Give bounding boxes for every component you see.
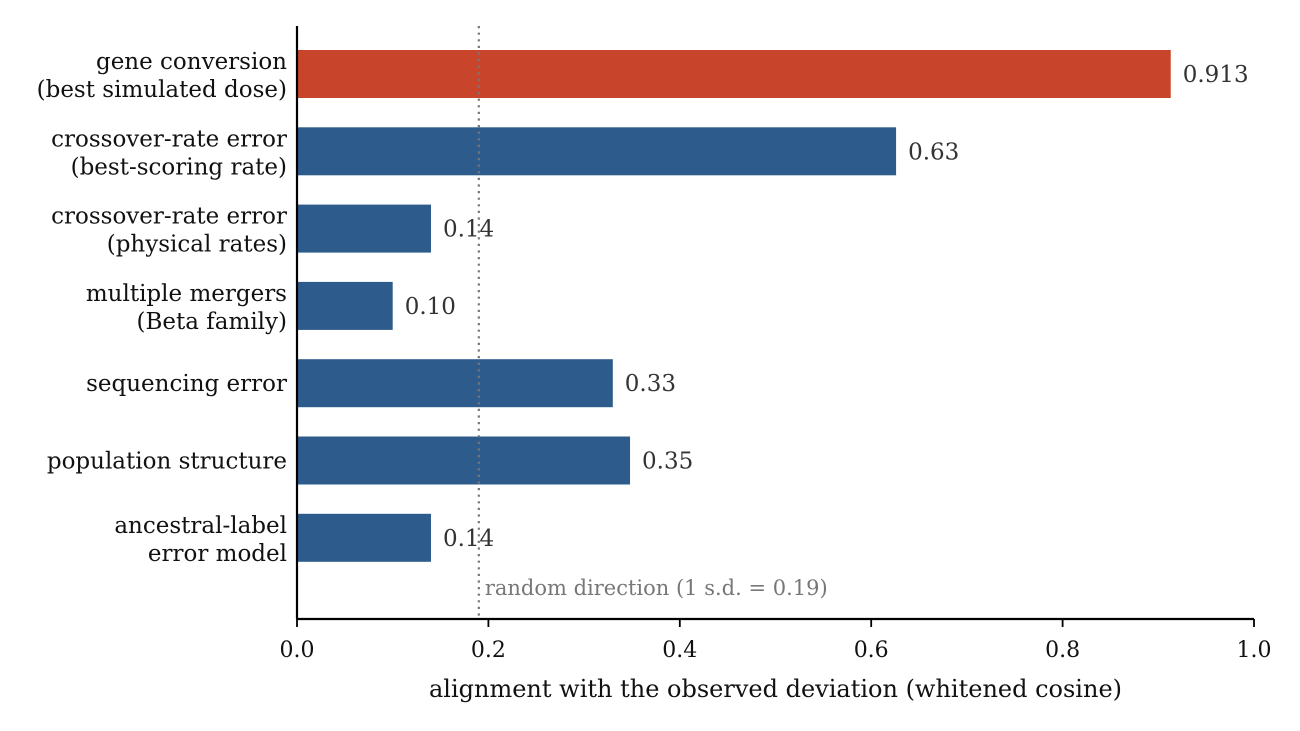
x-tick-label-3: 0.6 — [854, 638, 889, 663]
bar-value-label-6: 0.14 — [443, 526, 494, 552]
category-label-3: multiple mergers (Beta family) — [86, 281, 287, 335]
bar-value-label-4: 0.33 — [625, 371, 676, 397]
x-tick-label-0: 0.0 — [280, 638, 315, 663]
category-label-6: ancestral-label error model — [114, 513, 287, 567]
axes-layer — [295, 26, 1254, 621]
category-label-2: crossover-rate error (physical rates) — [51, 204, 287, 258]
value-labels-layer: 0.913 0.63 0.14 0.10 0.33 0.35 0.14 — [405, 62, 1249, 552]
category-labels-layer: gene conversion (best simulated dose) cros… — [37, 49, 288, 567]
bars-layer — [297, 50, 1171, 562]
bar-value-label-0: 0.913 — [1183, 62, 1249, 88]
x-tick-label-4: 0.8 — [1045, 638, 1080, 663]
category-label-4: sequencing error — [86, 371, 287, 397]
bar-value-label-5: 0.35 — [642, 449, 693, 475]
bar-value-label-1: 0.63 — [908, 139, 959, 165]
bar-5 — [297, 436, 631, 485]
x-tick-label-2: 0.4 — [662, 638, 697, 663]
bar-0 — [297, 50, 1171, 98]
x-tick-label-5: 1.0 — [1237, 638, 1272, 663]
x-tick-label-1: 0.2 — [471, 638, 506, 663]
category-label-0: gene conversion (best simulated dose) — [37, 49, 288, 103]
category-label-1: crossover-rate error (best-scoring rate) — [51, 126, 287, 180]
bar-1 — [297, 127, 897, 176]
bar-2 — [297, 204, 431, 253]
bar-6 — [297, 513, 431, 562]
random-direction-label: random direction (1 s.d. = 0.19) — [485, 576, 828, 600]
x-axis-title: alignment with the observed deviation (w… — [429, 675, 1122, 703]
bar-value-label-2: 0.14 — [443, 217, 494, 243]
category-label-5: population structure — [47, 449, 287, 475]
bar-4 — [297, 359, 613, 408]
reference-line-layer: random direction (1 s.d. = 0.19) — [477, 26, 828, 619]
bar-value-label-3: 0.10 — [405, 294, 456, 320]
x-ticks-layer: 0.0 0.2 0.4 0.6 0.8 1.0 — [280, 619, 1272, 663]
bar-3 — [297, 281, 393, 330]
